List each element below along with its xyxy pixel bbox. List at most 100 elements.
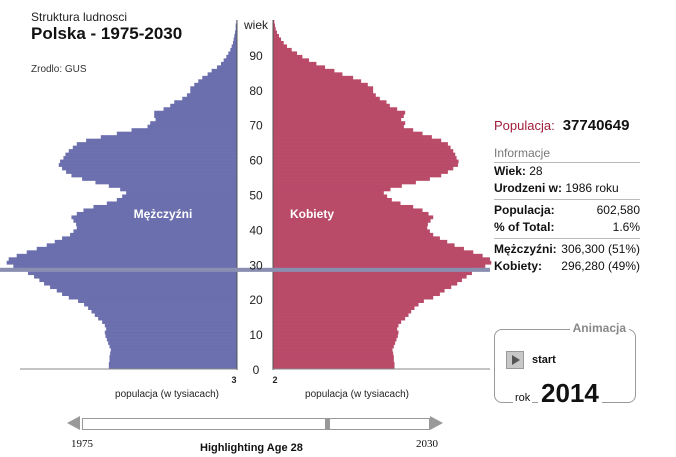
female-bar-age-63[interactable]	[273, 145, 451, 150]
male-bar-age-41[interactable]	[76, 222, 237, 227]
male-bar-age-71[interactable]	[155, 117, 237, 122]
male-bar-age-89[interactable]	[226, 54, 237, 59]
male-bar-age-8[interactable]	[106, 337, 238, 342]
female-bar-age-23[interactable]	[273, 285, 452, 290]
female-bar-age-60[interactable]	[273, 156, 457, 160]
male-bar-age-5[interactable]	[110, 348, 237, 352]
female-bar-age-19[interactable]	[273, 299, 424, 303]
female-bar-age-1[interactable]	[273, 362, 395, 366]
male-bar-age-92[interactable]	[231, 44, 237, 49]
male-bar-age-6[interactable]	[109, 344, 237, 349]
female-bar-age-43[interactable]	[273, 215, 434, 220]
male-bar-age-65[interactable]	[86, 138, 237, 143]
female-bar-age-33[interactable]	[273, 250, 474, 255]
female-bar-age-7[interactable]	[273, 341, 396, 345]
female-bar-age-65[interactable]	[273, 138, 442, 143]
female-bar-age-80[interactable]	[273, 86, 374, 91]
male-bar-age-79[interactable]	[190, 89, 237, 94]
male-bar-age-7[interactable]	[108, 341, 237, 345]
female-bar-age-52[interactable]	[273, 184, 402, 188]
female-bar-age-32[interactable]	[273, 253, 483, 258]
female-bar-age-78[interactable]	[273, 93, 376, 98]
female-bar-age-14[interactable]	[273, 316, 406, 321]
male-bar-age-15[interactable]	[94, 313, 237, 317]
female-bar-age-22[interactable]	[273, 288, 445, 293]
female-bar-age-6[interactable]	[273, 344, 394, 349]
male-bar-age-77[interactable]	[182, 96, 237, 101]
year-slider-thumb[interactable]	[324, 419, 330, 429]
female-bar-age-24[interactable]	[273, 281, 458, 286]
female-bar-age-12[interactable]	[273, 323, 399, 328]
male-bar-age-14[interactable]	[98, 316, 237, 321]
female-bar-age-88[interactable]	[273, 58, 310, 63]
male-bar-age-21[interactable]	[62, 292, 237, 297]
male-bar-age-61[interactable]	[65, 152, 237, 157]
female-bar-age-3[interactable]	[273, 355, 394, 359]
male-bar-age-67[interactable]	[116, 131, 237, 136]
male-bar-age-34[interactable]	[36, 246, 238, 251]
female-bar-age-0[interactable]	[273, 365, 395, 370]
female-bar-age-62[interactable]	[273, 149, 454, 153]
female-bar-age-27[interactable]	[273, 271, 472, 276]
female-bar-age-64[interactable]	[273, 142, 448, 146]
male-bar-age-4[interactable]	[110, 351, 237, 356]
female-bar-age-39[interactable]	[273, 229, 430, 234]
female-bar-age-9[interactable]	[273, 334, 398, 338]
female-bar-age-99[interactable]	[273, 20, 275, 24]
slider-right-arrow-icon[interactable]	[430, 416, 443, 430]
slider-left-arrow-icon[interactable]	[67, 416, 80, 430]
female-bar-age-38[interactable]	[273, 232, 434, 237]
female-bar-age-34[interactable]	[273, 246, 464, 251]
female-bar-age-98[interactable]	[273, 23, 276, 28]
male-bar-age-58[interactable]	[58, 163, 237, 167]
male-bar-age-18[interactable]	[84, 302, 237, 307]
female-bar-age-10[interactable]	[273, 330, 399, 335]
female-bar-age-31[interactable]	[273, 257, 490, 262]
male-bar-age-51[interactable]	[120, 187, 237, 192]
female-bar-age-30[interactable]	[273, 260, 492, 265]
female-bar-age-5[interactable]	[273, 348, 393, 352]
male-bar-age-53[interactable]	[95, 180, 237, 185]
female-bar-age-20[interactable]	[273, 295, 434, 300]
male-bar-age-78[interactable]	[186, 93, 237, 98]
female-bar-age-91[interactable]	[273, 47, 292, 52]
male-bar-age-60[interactable]	[63, 156, 238, 160]
year-slider[interactable]	[82, 418, 430, 430]
male-bar-age-82[interactable]	[198, 79, 237, 84]
male-bar-age-76[interactable]	[174, 100, 237, 105]
female-bar-age-49[interactable]	[273, 194, 388, 199]
male-bar-age-85[interactable]	[211, 68, 237, 73]
male-bar-age-40[interactable]	[76, 225, 237, 230]
male-bar-age-43[interactable]	[71, 215, 237, 220]
male-bar-age-47[interactable]	[106, 201, 238, 206]
female-bar-age-36[interactable]	[273, 239, 448, 244]
male-bar-age-38[interactable]	[70, 232, 237, 237]
female-bar-age-73[interactable]	[273, 110, 406, 115]
female-bar-age-50[interactable]	[273, 191, 384, 195]
male-bar-age-10[interactable]	[104, 330, 237, 335]
male-bar-age-54[interactable]	[82, 177, 237, 181]
male-bar-age-25[interactable]	[39, 278, 237, 283]
male-bar-age-24[interactable]	[44, 281, 237, 286]
male-bar-age-44[interactable]	[76, 211, 237, 216]
male-bar-age-93[interactable]	[232, 40, 237, 45]
play-icon[interactable]	[506, 351, 524, 369]
female-bar-age-58[interactable]	[273, 163, 458, 167]
male-bar-age-48[interactable]	[116, 197, 237, 202]
male-bar-age-94[interactable]	[233, 37, 237, 42]
female-bar-age-41[interactable]	[273, 222, 428, 227]
female-bar-age-92[interactable]	[273, 44, 288, 49]
male-bar-age-70[interactable]	[150, 121, 237, 125]
female-bar-age-61[interactable]	[273, 152, 456, 157]
male-bar-age-37[interactable]	[62, 236, 237, 241]
male-bar-age-2[interactable]	[109, 358, 237, 363]
female-bar-age-16[interactable]	[273, 309, 412, 314]
male-bar-age-95[interactable]	[234, 33, 237, 38]
male-bar-age-86[interactable]	[216, 65, 237, 70]
male-bar-age-68[interactable]	[131, 128, 237, 132]
female-bar-age-51[interactable]	[273, 187, 391, 192]
highlight-age-row[interactable]	[0, 267, 490, 272]
female-bar-age-53[interactable]	[273, 180, 416, 185]
male-bar-age-80[interactable]	[190, 86, 237, 91]
male-bar-age-57[interactable]	[62, 166, 237, 171]
